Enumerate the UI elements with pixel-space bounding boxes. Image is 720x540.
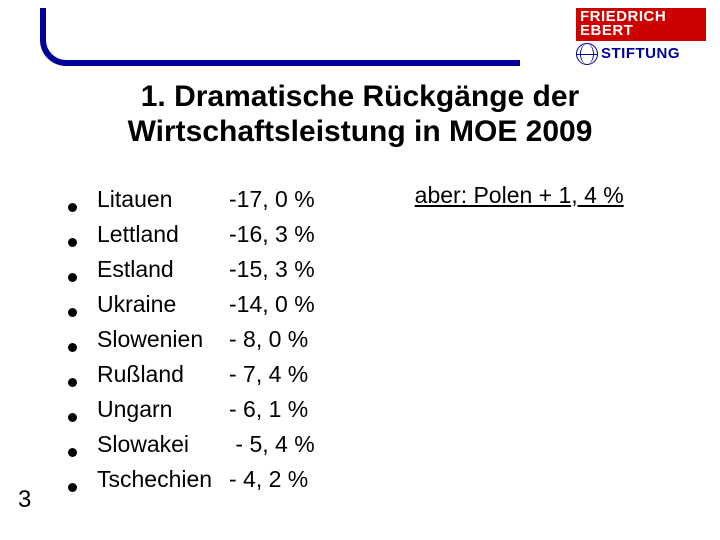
list-item: Slowenien- 8, 0 % — [68, 322, 315, 357]
bullet-icon — [68, 413, 77, 422]
value-label: -15, 3 % — [229, 252, 315, 287]
list-item: Ukraine-14, 0 % — [68, 287, 315, 322]
logo-line2: EBERT — [580, 24, 702, 38]
country-label: Litauen — [97, 182, 229, 217]
list-item: Slowakei - 5, 4 % — [68, 427, 315, 462]
list-item: Lettland-16, 3 % — [68, 217, 315, 252]
list-item: Tschechien- 4, 2 % — [68, 462, 315, 497]
list-item: Estland-15, 3 % — [68, 252, 315, 287]
logo-bottom-row: STIFTUNG — [576, 43, 706, 65]
country-label: Slowakei — [97, 427, 229, 462]
fes-logo: FRIEDRICH EBERT STIFTUNG — [576, 8, 706, 66]
corner-frame — [40, 8, 520, 66]
bullet-icon — [68, 273, 77, 282]
country-label: Rußland — [97, 357, 229, 392]
logo-line3: STIFTUNG — [601, 43, 680, 65]
value-label: - 4, 2 % — [229, 462, 308, 497]
list-item: Litauen-17, 0 % — [68, 182, 315, 217]
country-label: Ukraine — [97, 287, 229, 322]
value-label: -16, 3 % — [229, 217, 315, 252]
decline-list: Litauen-17, 0 %Lettland-16, 3 %Estland-1… — [68, 182, 315, 497]
aside-note: aber: Polen + 1, 4 % — [415, 182, 624, 209]
value-label: - 7, 4 % — [229, 357, 308, 392]
globe-icon — [576, 43, 598, 65]
title-line1: 1. Dramatische Rückgänge der — [141, 80, 580, 113]
country-label: Lettland — [97, 217, 229, 252]
list-item: Ungarn- 6, 1 % — [68, 392, 315, 427]
list-item: Rußland- 7, 4 % — [68, 357, 315, 392]
value-label: - 8, 0 % — [229, 322, 308, 357]
country-label: Ungarn — [97, 392, 229, 427]
page-number: 3 — [18, 486, 31, 514]
bullet-icon — [68, 343, 77, 352]
bullet-icon — [68, 483, 77, 492]
content-area: Litauen-17, 0 %Lettland-16, 3 %Estland-1… — [68, 182, 700, 497]
title-line2: Wirtschaftsleistung in MOE 2009 — [128, 115, 593, 148]
value-label: -14, 0 % — [229, 287, 315, 322]
page-title: 1. Dramatische Rückgänge der Wirtschafts… — [0, 80, 720, 149]
bullet-icon — [68, 448, 77, 457]
value-label: -17, 0 % — [229, 182, 315, 217]
country-label: Estland — [97, 252, 229, 287]
country-label: Slowenien — [97, 322, 229, 357]
country-label: Tschechien — [97, 462, 229, 497]
bullet-icon — [68, 238, 77, 247]
bullet-icon — [68, 203, 77, 212]
value-label: - 5, 4 % — [229, 427, 315, 462]
value-label: - 6, 1 % — [229, 392, 308, 427]
logo-red-block: FRIEDRICH EBERT — [576, 8, 706, 41]
bullet-icon — [68, 378, 77, 387]
bullet-icon — [68, 308, 77, 317]
